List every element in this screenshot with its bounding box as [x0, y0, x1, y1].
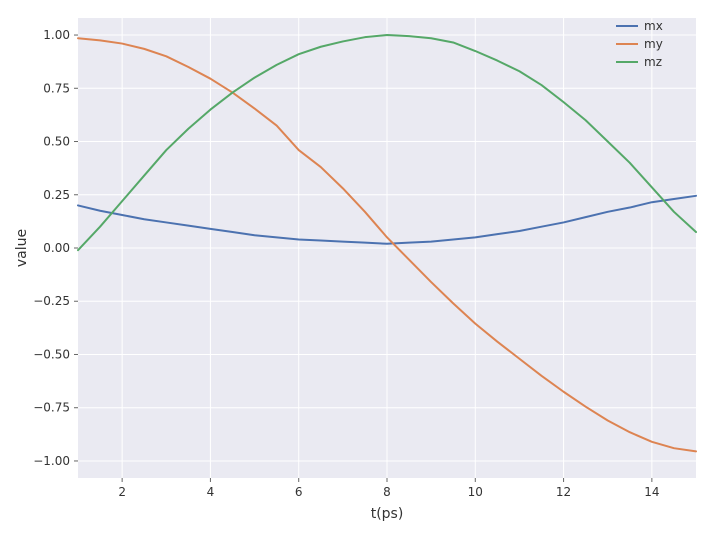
chart-figure: 2 4 6 8 10 12 14 −1.00 −0.75 −0.50 −0.25 0.00 0.25 0.…: [0, 0, 717, 531]
legend-label-my: my: [644, 37, 663, 51]
ytick-label: 0.75: [43, 81, 70, 95]
legend-label-mz: mz: [644, 55, 662, 69]
legend-label-mx: mx: [644, 19, 663, 33]
xtick-label: 2: [118, 485, 126, 499]
y-axis-label: value: [14, 229, 30, 267]
ytick-label: −0.25: [33, 294, 70, 308]
ytick-label: 0.50: [43, 135, 70, 149]
ytick-label: 1.00: [43, 28, 70, 42]
x-axis-label: t(ps): [371, 506, 404, 522]
xtick-label: 6: [295, 485, 303, 499]
xtick-label: 10: [468, 485, 483, 499]
xtick-label: 4: [207, 485, 215, 499]
xtick-label: 8: [383, 485, 391, 499]
ytick-label: 0.25: [43, 188, 70, 202]
xtick-label: 14: [644, 485, 659, 499]
ytick-label: 0.00: [43, 241, 70, 255]
line-chart: 2 4 6 8 10 12 14 −1.00 −0.75 −0.50 −0.25 0.00 0.25 0.…: [0, 0, 717, 531]
xtick-label: 12: [556, 485, 571, 499]
ytick-label: −1.00: [33, 454, 70, 468]
ytick-label: −0.75: [33, 401, 70, 415]
ytick-label: −0.50: [33, 347, 70, 361]
